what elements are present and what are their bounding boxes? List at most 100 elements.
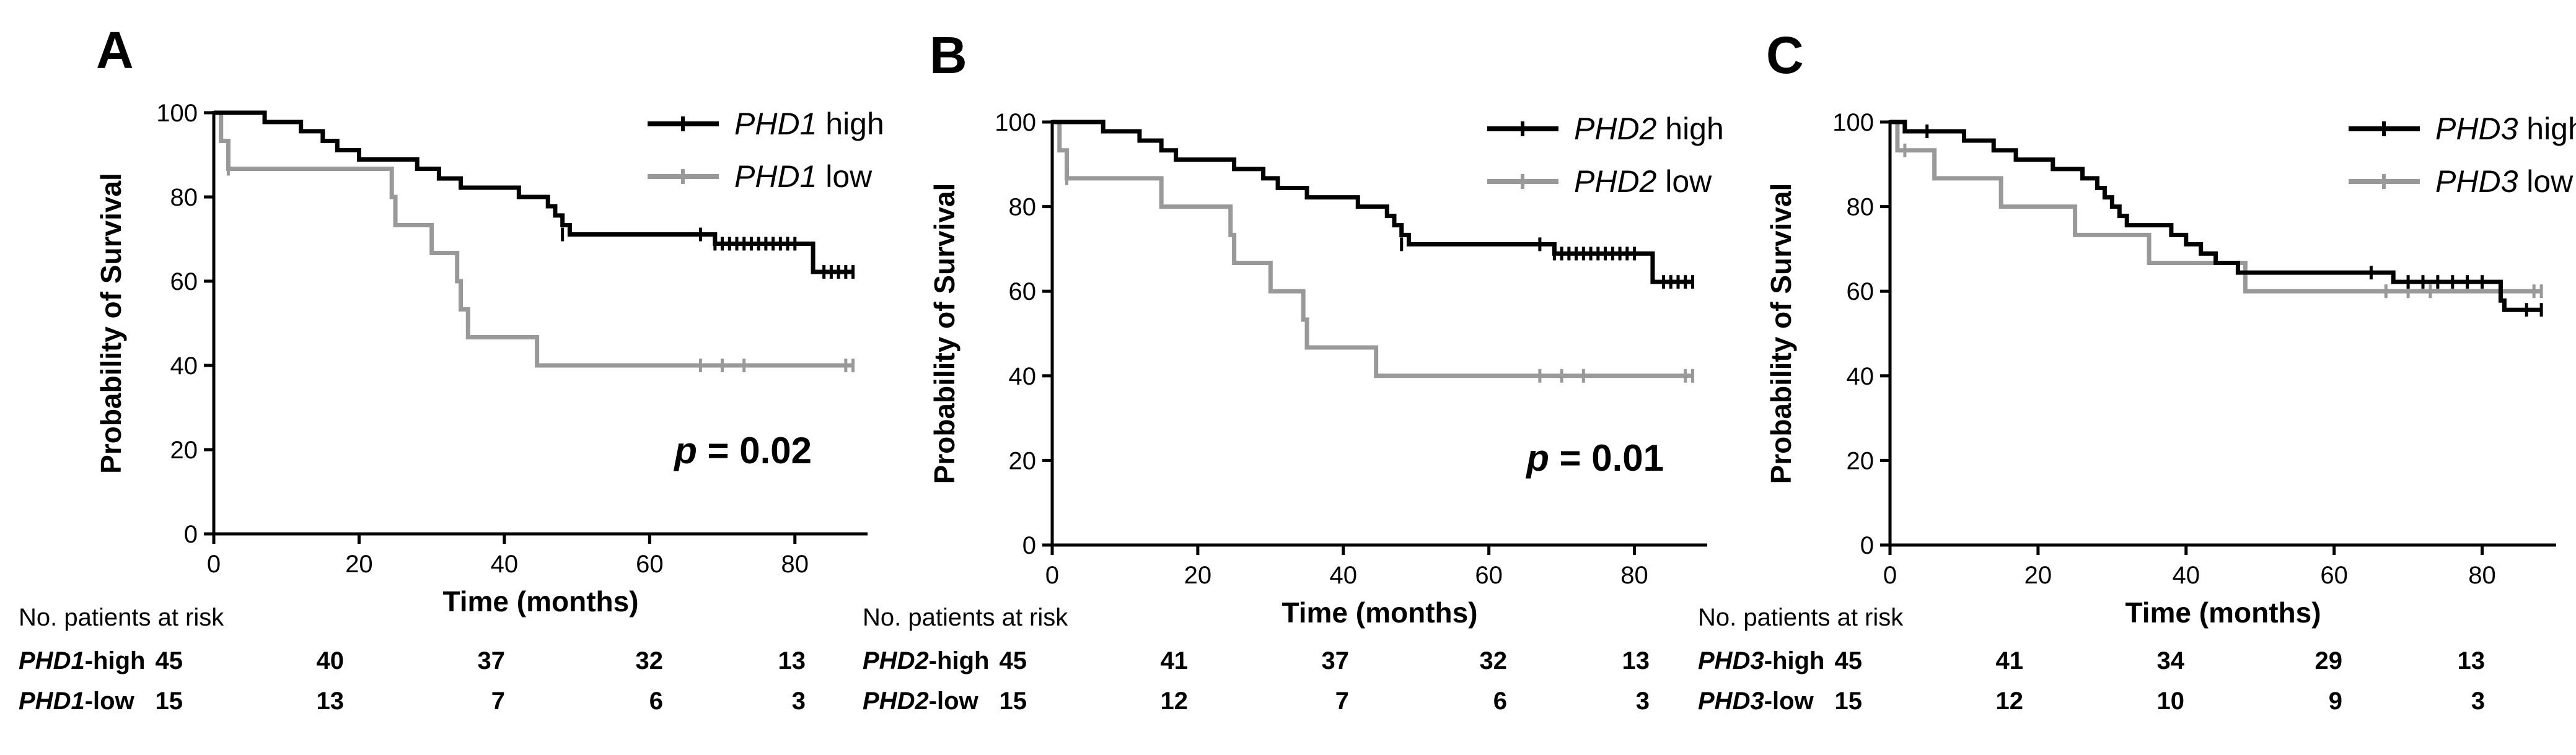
panel-c-risk-value: 41 [1995, 647, 2024, 674]
panel-c-risk-row-suffix: -low [1764, 687, 1814, 715]
panel-a-risk-row-suffix: -low [84, 687, 134, 715]
panel-c-y-axis-label: Probability of Survival [1765, 183, 1797, 484]
panel-c-letter: C [1766, 26, 1804, 84]
panel-b-risk-row-gene: PHD2 [863, 647, 929, 674]
panel-a-x-tick-label: 0 [207, 551, 221, 578]
panel-a-risk-value: 3 [791, 687, 806, 715]
panel-c-risk-value: 29 [2314, 647, 2343, 674]
panel-c-risk-value: 13 [2457, 647, 2486, 674]
panel-a-risk-row-label: PHD1-high [19, 647, 145, 675]
panel-b-risk-value: 13 [1622, 647, 1650, 674]
panel-b-risk-row-suffix: -high [928, 647, 990, 674]
panel-a-risk-row-gene: PHD1 [19, 687, 85, 715]
panel-c-risk-row-label: PHD3-low [1698, 687, 1814, 715]
panel-a-risk-value: 45 [155, 647, 183, 674]
panel-a-risk-row-suffix: -high [84, 647, 146, 674]
panel-b-p-value: p = 0.01 [1525, 437, 1664, 479]
panel-c-risk-value: 12 [1995, 687, 2024, 715]
panel-c-risk-table-header: No. patients at risk [1698, 604, 1904, 631]
panel-c-x-tick-label: 60 [2320, 562, 2348, 589]
panel-c-risk-value: 10 [2156, 687, 2185, 715]
panel-b-x-tick-label: 0 [1045, 562, 1059, 589]
panel-b-legend-label-low: PHD2 low [1574, 164, 1712, 199]
panel-a-risk-value: 32 [635, 647, 664, 674]
panel-c-risk-value: 34 [2156, 647, 2185, 674]
panel-a-risk-value: 15 [155, 687, 183, 715]
panel-c-risk-row-label: PHD3-high [1698, 647, 1824, 675]
panel-a-y-tick-label: 20 [170, 437, 198, 464]
panel-b-risk-value: 45 [999, 647, 1027, 674]
panel-b-legend-label-high: PHD2 high [1574, 111, 1724, 146]
panel-a-y-tick-label: 100 [156, 100, 198, 127]
panel-b-letter: B [930, 26, 967, 84]
panel-a-risk-table-header: No. patients at risk [19, 604, 224, 631]
panel-b-y-tick-label: 40 [1009, 363, 1037, 390]
panel-a-risk-row-gene: PHD1 [19, 647, 85, 674]
panel-c-curve-low [1890, 120, 2542, 294]
panel-b-risk-value: 7 [1335, 687, 1349, 715]
panel-b-x-tick-label: 60 [1475, 562, 1503, 589]
panel-a-x-axis-label: Time (months) [442, 585, 638, 618]
panel-b-risk-row-label: PHD2-high [863, 647, 989, 675]
panel-a-legend-label-high: PHD1 high [734, 107, 884, 141]
panel-c-risk-value: 3 [2471, 687, 2485, 715]
panel-b-y-axis-label: Probability of Survival [928, 183, 961, 484]
panel-c-y-tick-label: 20 [1847, 447, 1875, 474]
panel-b-risk-value: 41 [1160, 647, 1189, 674]
panel-a-risk-value: 13 [778, 647, 806, 674]
panel-c: C 0 20 40 60 80 100 0 20 40 60 80 Time (months) Proba… [1765, 26, 2576, 629]
panel-b-y-tick-label: 80 [1009, 194, 1037, 221]
panel-c-x-tick-label: 0 [1883, 562, 1897, 589]
panel-a-x-tick-label: 20 [345, 551, 373, 578]
panel-b-curve-high [1052, 120, 1693, 284]
panel-c-x-tick-label: 20 [2024, 562, 2052, 589]
panel-c-y-tick-label: 80 [1847, 194, 1875, 221]
panel-c-risk-row-gene: PHD3 [1698, 687, 1764, 715]
panel-a-risk-value: 40 [316, 647, 345, 674]
panel-a-x-tick-label: 80 [781, 551, 809, 578]
panel-a-p-value: p = 0.02 [673, 430, 812, 471]
panel-c-x-tick-label: 40 [2173, 562, 2200, 589]
panel-b-risk-table-header: No. patients at risk [863, 604, 1068, 631]
panel-c-y-tick-label: 0 [1860, 532, 1874, 559]
panel-c-x-axis-label: Time (months) [2125, 596, 2321, 629]
panel-b-y-tick-label: 60 [1009, 278, 1037, 305]
panel-c-risk-value: 9 [2328, 687, 2342, 715]
panel-b-risk-value: 6 [1493, 687, 1507, 715]
panel-a-x-tick-label: 60 [636, 551, 664, 578]
panel-a-y-tick-label: 80 [170, 184, 198, 211]
panel-b-risk-row-gene: PHD2 [863, 687, 929, 715]
panel-c-x-tick-label: 80 [2468, 562, 2496, 589]
panel-c-y-tick-label: 60 [1847, 278, 1875, 305]
panel-a-legend-label-low: PHD1 low [734, 159, 873, 194]
panel-b-risk-row-suffix: -low [928, 687, 978, 715]
panel-a-risk-value: 7 [491, 687, 505, 715]
panel-a-x-tick-label: 40 [491, 551, 519, 578]
panel-b-risk-value: 37 [1321, 647, 1350, 674]
panel-c-risk-value: 45 [1834, 647, 1863, 674]
panel-a-y-tick-label: 0 [184, 521, 198, 548]
panel-c-risk-row-gene: PHD3 [1698, 647, 1764, 674]
panel-a-y-axis-label: Probability of Survival [95, 173, 127, 474]
panel-a-risk-value: 37 [477, 647, 506, 674]
panel-c-y-tick-label: 40 [1847, 363, 1875, 390]
panel-b-risk-value: 32 [1479, 647, 1508, 674]
panel-b-risk-row-label: PHD2-low [863, 687, 978, 715]
panel-b-y-tick-label: 20 [1009, 447, 1037, 474]
panel-b-x-tick-label: 40 [1330, 562, 1358, 589]
panel-c-curve-high [1890, 120, 2542, 312]
panel-b-y-tick-label: 0 [1022, 532, 1036, 559]
panel-b-risk-value: 12 [1160, 687, 1189, 715]
panel-a-risk-row-label: PHD1-low [19, 687, 134, 715]
panel-b-risk-value: 3 [1635, 687, 1650, 715]
panel-b-x-tick-label: 80 [1620, 562, 1648, 589]
panel-a-curve-high [214, 110, 853, 274]
panel-a-risk-value: 6 [649, 687, 663, 715]
panel-c-risk-value: 15 [1834, 687, 1863, 715]
panel-a-y-tick-label: 60 [170, 268, 198, 295]
panel-b-risk-value: 15 [999, 687, 1027, 715]
panel-b-x-axis-label: Time (months) [1281, 596, 1477, 629]
panel-c-legend-label-low: PHD3 low [2435, 164, 2574, 199]
